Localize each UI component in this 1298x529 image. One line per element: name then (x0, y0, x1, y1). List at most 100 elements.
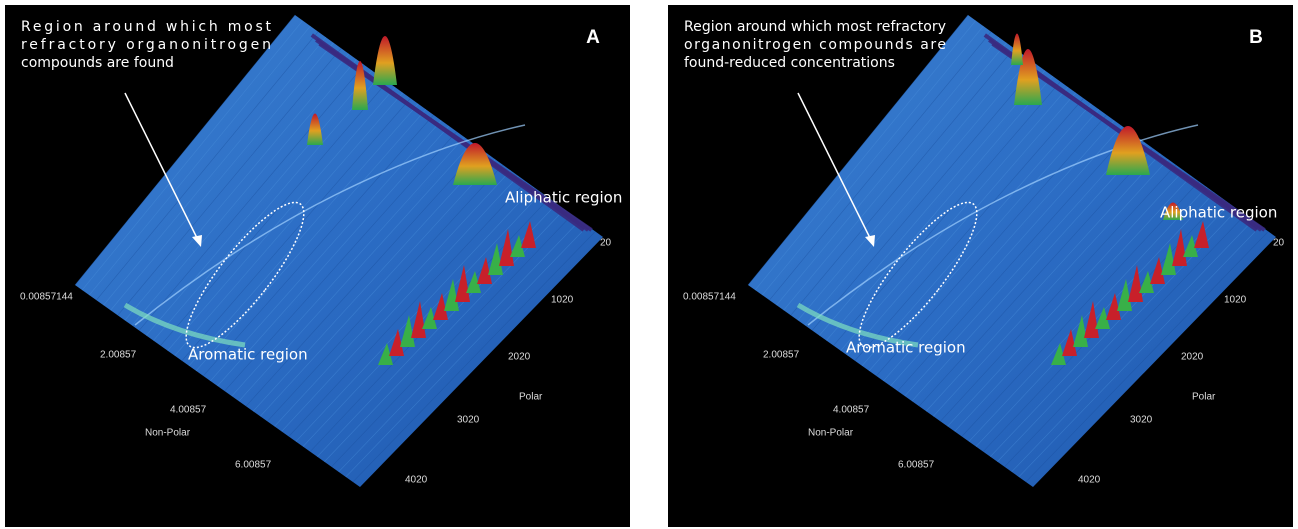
left-axis-title: Non-Polar (145, 428, 191, 439)
surface-stripe (997, 209, 1238, 462)
surface-stripe (840, 86, 1069, 351)
peak (1163, 202, 1183, 220)
surface-stripe (1011, 220, 1254, 473)
surface-stripe (146, 70, 373, 336)
right-tick-label: 4020 (1078, 475, 1101, 486)
surface-stripe (1018, 225, 1261, 478)
surface-stripe (868, 109, 1100, 372)
surface-stripe (224, 131, 457, 392)
surface-stripe (181, 98, 411, 361)
surface-stripe (754, 20, 976, 291)
region-label: Aromatic region (188, 346, 308, 364)
surface-stripe (231, 136, 465, 397)
peak (1161, 243, 1176, 275)
right-tick-label: 1020 (551, 295, 574, 306)
left-tick-label: 6.00857 (898, 460, 935, 471)
peak (521, 221, 536, 248)
left-tick-label: 0.00857144 (683, 292, 736, 303)
left-tick-label: 2.00857 (100, 350, 137, 361)
surface-stripe (790, 48, 1015, 316)
surface-stripe (103, 37, 327, 306)
peak (1194, 221, 1209, 248)
surface-stripe (904, 136, 1138, 397)
peak (477, 257, 492, 284)
surface-stripe (769, 31, 992, 301)
surface-stripe (954, 175, 1192, 432)
peak (1073, 315, 1088, 347)
surface-stripe (747, 14, 969, 286)
band (318, 42, 593, 232)
surface-stripe (267, 164, 504, 422)
peak (510, 235, 525, 257)
surface-stripe (876, 114, 1107, 377)
left-tick-label: 4.00857 (833, 405, 870, 416)
right-axis-title: Polar (1192, 392, 1216, 403)
arrow-line (797, 92, 872, 241)
surface-stripe (968, 186, 1207, 442)
surface-stripe (324, 209, 565, 462)
surface-stripe (345, 225, 588, 478)
annotation-line: Region around which most refractory (684, 19, 946, 35)
surface-stripe (811, 64, 1038, 331)
surface-stripe (274, 170, 511, 427)
surface-stripe (281, 175, 519, 432)
region-ellipse (185, 201, 305, 349)
feature-curve (796, 302, 919, 348)
peak (1117, 279, 1132, 311)
surface-plate (75, 15, 603, 487)
surface-stripe (188, 103, 419, 366)
surface-stripe (847, 92, 1077, 356)
annotation-line: compounds are found (21, 55, 174, 71)
peak (453, 143, 497, 185)
peak (1051, 343, 1066, 365)
surface-stripe (762, 25, 984, 296)
panel-label: A (586, 27, 600, 48)
right-tick-label: 3020 (457, 415, 480, 426)
peak (389, 329, 404, 356)
peak (373, 36, 397, 85)
surface-stripe (174, 92, 404, 356)
peak (1095, 307, 1110, 329)
surface-stripe (252, 153, 488, 412)
surface-stripe (783, 42, 1007, 311)
surface-stripe (138, 64, 365, 331)
region-ellipse (858, 201, 978, 349)
surface-stripe (131, 59, 357, 326)
surface-plate (748, 15, 1276, 487)
surface-stripe (352, 231, 596, 483)
annotation-line: refractory organonitrogen (21, 37, 271, 53)
peak (352, 61, 368, 110)
surface-stripe (167, 86, 396, 351)
surface-stripe (1025, 231, 1269, 483)
arrow-head (865, 235, 875, 247)
peak (1183, 235, 1198, 257)
region-label: Aliphatic region (1160, 204, 1277, 222)
surface-stripe (826, 75, 1053, 341)
feature-curve (123, 302, 246, 348)
surface-stripe (797, 53, 1023, 321)
surface-stripe (288, 181, 527, 437)
annotation-line: organonitrogen compounds are (684, 37, 946, 53)
right-tick-label: 20 (600, 238, 612, 249)
annotation-line: Region around which most (21, 19, 272, 35)
region-label: Aromatic region (846, 339, 966, 357)
right-tick-label: 2020 (508, 352, 531, 363)
left-tick-label: 0.00857144 (20, 292, 73, 303)
peak (433, 293, 448, 320)
surface-stripe (153, 75, 380, 341)
surface-stripe (861, 103, 1092, 366)
right-tick-label: 2020 (1181, 352, 1204, 363)
panel: Region around which most refractory organ… (668, 5, 1293, 527)
region-label: Aliphatic region (505, 189, 622, 207)
annotation-line: found-reduced concentrations (684, 55, 895, 71)
left-tick-label: 6.00857 (235, 460, 272, 471)
surface-stripe (124, 53, 350, 321)
left-axis-title: Non-Polar (808, 428, 854, 439)
surface-stripe (260, 159, 496, 417)
surface-stripe (890, 125, 1123, 387)
peak (1139, 271, 1154, 293)
peak (1106, 126, 1150, 175)
surface-stripe (245, 147, 481, 407)
surface-stripe (96, 31, 319, 301)
